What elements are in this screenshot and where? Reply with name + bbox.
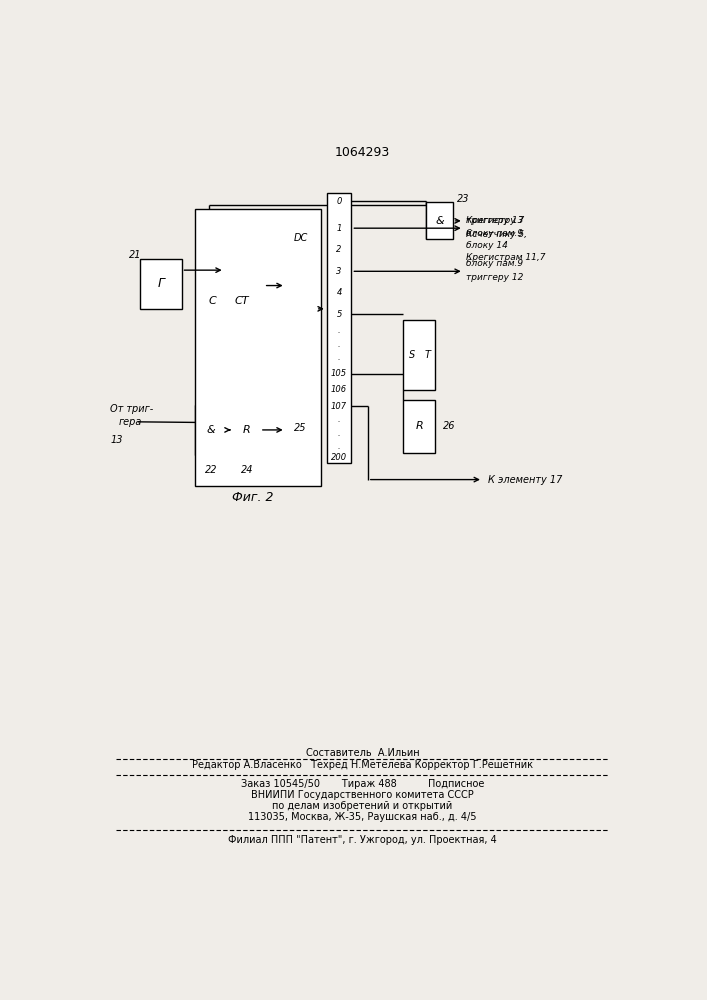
Text: СТ: СТ [235,296,250,306]
Text: блоку пам.9: блоку пам.9 [467,229,524,238]
Text: блоку 14: блоку 14 [467,241,508,250]
Text: Фиг. 2: Фиг. 2 [232,491,274,504]
Text: От триг-: От триг- [110,404,153,414]
Text: Г: Г [158,277,165,290]
Text: К элементу 17: К элементу 17 [489,475,563,485]
Text: 25: 25 [294,423,307,433]
Text: 0: 0 [337,197,341,206]
Bar [426,202,452,239]
Text: 200: 200 [331,453,347,462]
Text: 3: 3 [337,267,341,276]
Text: 107: 107 [331,402,347,411]
Bar [141,259,182,309]
Text: С: С [209,296,216,306]
Text: .: . [338,415,340,424]
Bar [404,320,436,389]
Text: ВНИИПИ Государственного комитета СССР: ВНИИПИ Государственного комитета СССР [251,790,474,800]
Text: 5: 5 [337,310,341,319]
Text: R: R [416,421,423,431]
Text: 24: 24 [240,465,253,475]
Text: 23: 23 [457,194,469,204]
Bar [201,224,264,378]
Text: .: . [338,353,340,362]
Text: S: S [409,350,415,360]
Bar [195,209,321,486]
Text: Филиал ППП "Патент", г. Ужгород, ул. Проектная, 4: Филиал ППП "Патент", г. Ужгород, ул. Про… [228,835,497,845]
Text: Составитель  А.Ильин: Составитель А.Ильин [305,748,419,758]
Text: 21: 21 [129,250,141,260]
Bar [404,400,436,453]
Bar [195,405,227,455]
Bar [327,193,351,463]
Text: по делам изобретений и открытий: по делам изобретений и открытий [272,801,452,811]
Text: R: R [243,425,250,435]
Text: 106: 106 [331,385,347,394]
Bar [233,405,260,455]
Text: .: . [338,429,340,438]
Text: 13: 13 [110,435,123,445]
Text: 105: 105 [331,369,347,378]
Text: Ксчетчику 5,: Ксчетчику 5, [467,230,527,239]
Text: Крегистрам 11,7: Крегистрам 11,7 [467,253,546,262]
Text: .: . [338,326,340,335]
Text: &: & [436,216,444,226]
Text: 1: 1 [337,224,341,233]
Text: блоку пам.9: блоку пам.9 [467,259,524,268]
Text: Редактор А.Власенко   Техред Н.Метелева Корректор Г.Решетник: Редактор А.Власенко Техред Н.Метелева Ко… [192,760,533,770]
Text: .: . [338,442,340,451]
Text: 4: 4 [337,288,341,297]
Text: 26: 26 [443,421,456,431]
Text: триггеру 13: триггеру 13 [467,216,524,225]
Text: T: T [424,350,431,360]
Text: &: & [207,425,216,435]
Text: 1064293: 1064293 [334,146,390,159]
Text: 113035, Москва, Ж-35, Раушская наб., д. 4/5: 113035, Москва, Ж-35, Раушская наб., д. … [248,812,477,822]
Text: гера: гера [119,417,142,427]
Text: Крегистру 7: Крегистру 7 [467,216,525,225]
Text: 2: 2 [337,245,341,254]
Text: DC: DC [293,233,308,243]
Text: 22: 22 [205,465,217,475]
Text: Заказ 10545/50       Тираж 488          Подписное: Заказ 10545/50 Тираж 488 Подписное [240,779,484,789]
Text: триггеру 12: триггеру 12 [467,273,524,282]
Bar [286,224,316,413]
Text: .: . [338,340,340,349]
